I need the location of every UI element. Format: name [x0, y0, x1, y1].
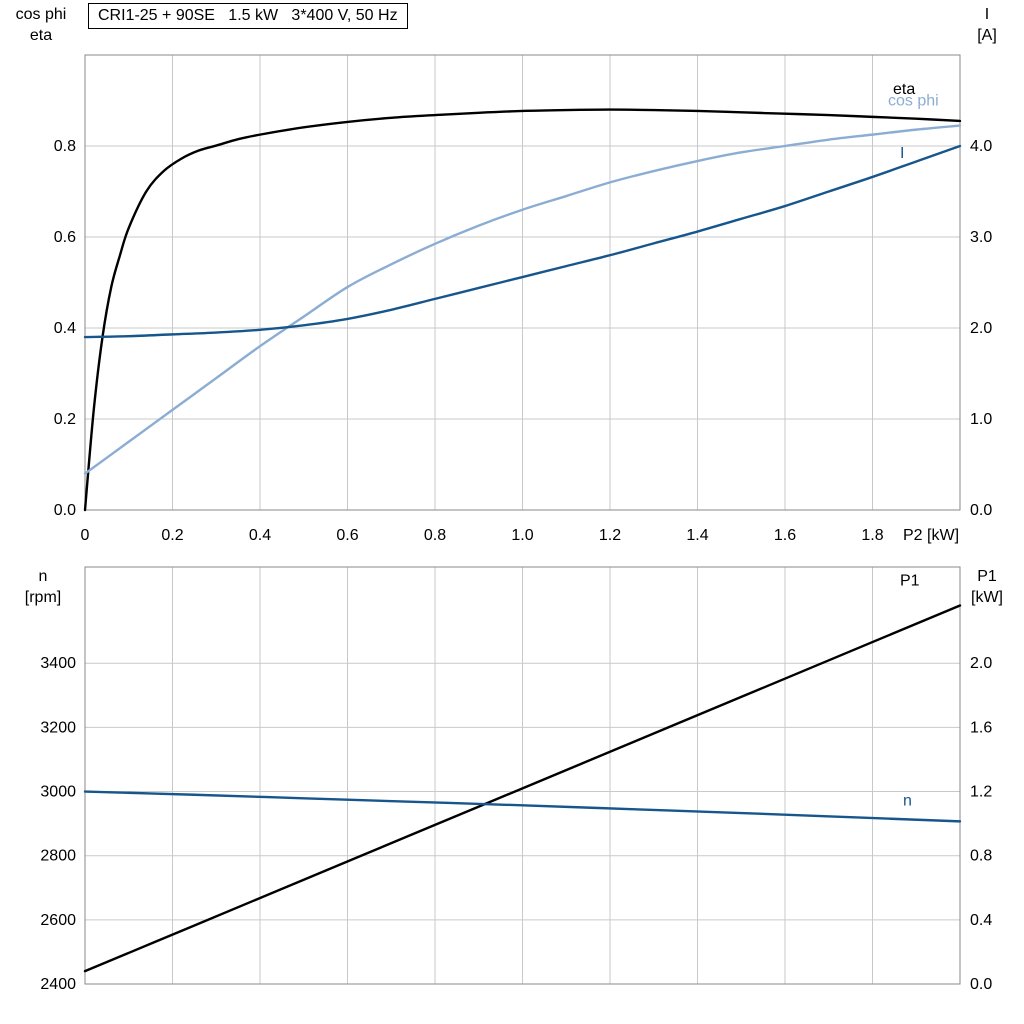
- x-tick-label: 1.0: [511, 527, 533, 544]
- x-tick-label: 0.8: [424, 527, 446, 544]
- plot-frame: [84, 54, 961, 511]
- top-left-axis-title: cos phi eta: [0, 4, 82, 46]
- right-tick-label: 2.0: [970, 655, 992, 672]
- right-tick-label: 1.0: [970, 411, 992, 428]
- curve-label-eta: eta: [893, 81, 915, 98]
- bottom-left-axis-title: n [rpm]: [2, 566, 84, 608]
- x-axis-unit-label: P2 [kW]: [903, 527, 959, 544]
- right-tick-label: 0.0: [970, 976, 992, 993]
- left-tick-label: 3200: [40, 719, 76, 736]
- chart-title: CRI1-25 + 90SE 1.5 kW 3*400 V, 50 Hz: [88, 3, 408, 29]
- gridlines: [85, 567, 960, 984]
- top-right-axis-title: I [A]: [960, 4, 1014, 46]
- axis-title-line: [kW]: [971, 589, 1003, 606]
- curve-label-n: n: [903, 792, 912, 809]
- left-tick-label: 2800: [40, 848, 76, 865]
- curve-label-cos-phi: cos phi: [888, 93, 939, 110]
- x-tick-label: 1.4: [686, 527, 708, 544]
- right-tick-label: 0.4: [970, 912, 992, 929]
- axis-title-line: cos phi: [15, 6, 67, 23]
- gridlines: [85, 55, 960, 510]
- x-tick-label: 0.2: [161, 527, 183, 544]
- left-tick-label: 2400: [40, 976, 76, 993]
- curve-current: [83, 144, 962, 339]
- bottom-right-axis-title: P1 [kW]: [956, 566, 1018, 608]
- right-tick-label: 0.8: [970, 848, 992, 865]
- curve-p1: [83, 604, 962, 973]
- right-tick-label: 1.2: [970, 784, 992, 801]
- bottom-chart: 2400 2600 2800 3000 3200 3400 0.0 0.4 0.8 1.2 1.6 2…: [40, 566, 992, 993]
- left-tick-label: 0.4: [54, 320, 76, 337]
- curve-cos-phi: [83, 124, 962, 475]
- axis-title-line: eta: [29, 27, 53, 44]
- axis-title-line: [rpm]: [24, 589, 62, 606]
- x-tick-label: 1.8: [861, 527, 883, 544]
- left-tick-label: 0.6: [54, 229, 76, 246]
- left-tick-label: 2600: [40, 912, 76, 929]
- axis-title-line: I: [984, 6, 990, 23]
- plot-frame: [84, 566, 961, 985]
- x-tick-label: 0.6: [336, 527, 358, 544]
- left-tick-label: 0.0: [54, 502, 76, 519]
- x-tick-label: 1.2: [599, 527, 621, 544]
- right-tick-label: 2.0: [970, 320, 992, 337]
- top-chart: 0 0.2 0.4 0.6 0.8 1.0 1.2 1.4 1.6 1.8 0.0 0.2 0.4 0.6…: [54, 54, 992, 544]
- axis-title-line: P1: [977, 568, 997, 585]
- curve-label-p1: P1: [900, 572, 920, 589]
- axis-title-line: n: [38, 568, 48, 585]
- left-tick-label: 0.2: [54, 411, 76, 428]
- x-tick-label: 0: [81, 527, 90, 544]
- left-tick-label: 0.8: [54, 138, 76, 155]
- x-tick-label: 0.4: [249, 527, 271, 544]
- curve-eta: [83, 108, 962, 512]
- right-tick-label: 3.0: [970, 229, 992, 246]
- right-tick-label: 4.0: [970, 138, 992, 155]
- curve-n: [83, 790, 962, 823]
- axis-title-line: [A]: [977, 27, 997, 44]
- right-tick-label: 1.6: [970, 719, 992, 736]
- left-tick-label: 3000: [40, 784, 76, 801]
- curve-label-current: I: [900, 145, 904, 162]
- left-tick-label: 3400: [40, 655, 76, 672]
- right-tick-label: 0.0: [970, 502, 992, 519]
- x-tick-label: 1.6: [774, 527, 796, 544]
